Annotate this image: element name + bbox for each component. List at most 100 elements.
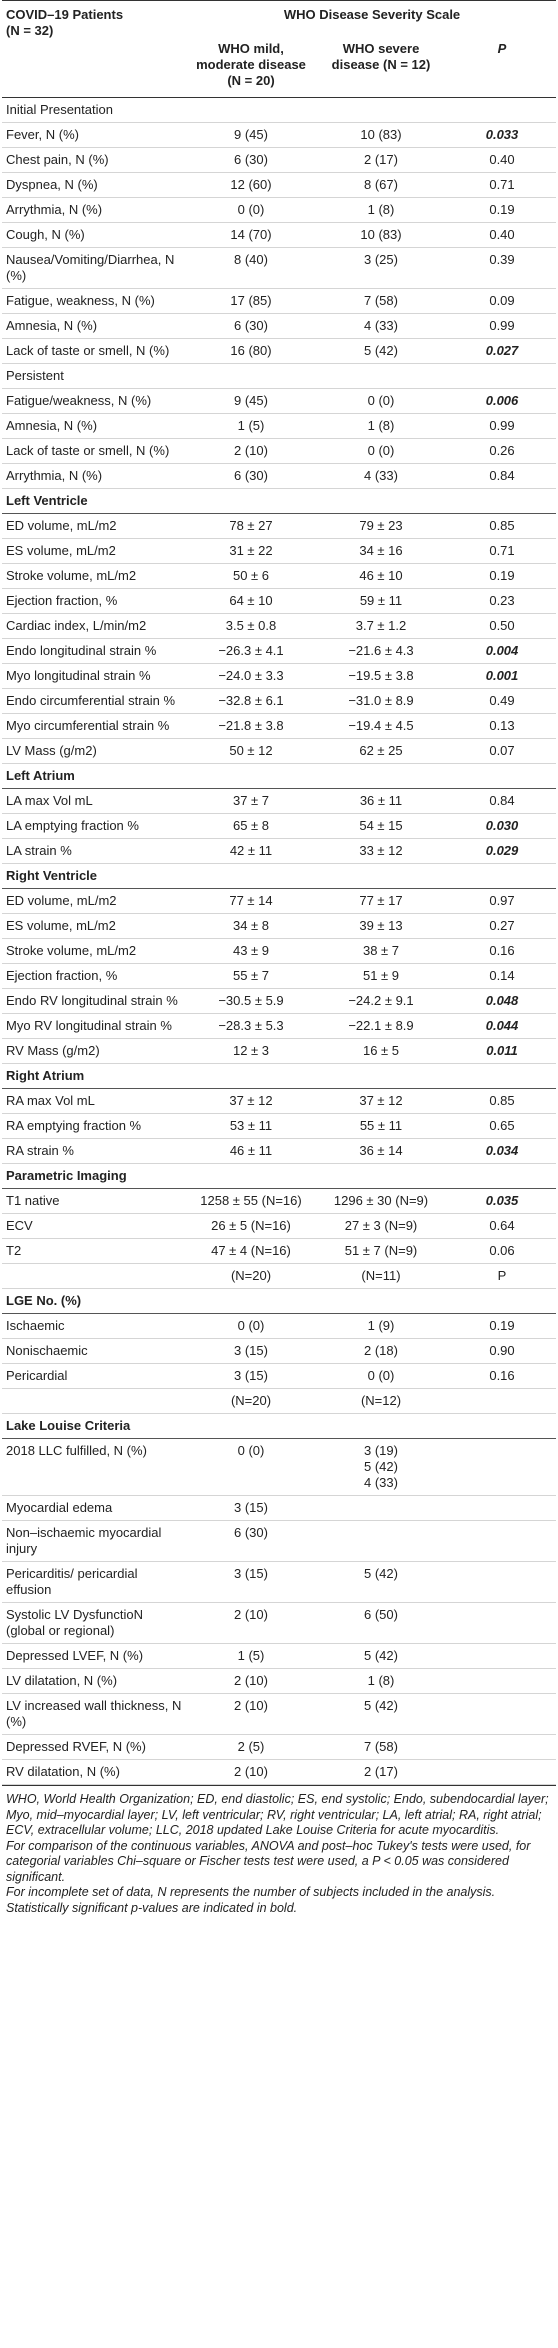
- cell: 2 (17): [314, 1759, 448, 1785]
- cell: 38 ± 7: [314, 938, 448, 964]
- section-row: Initial Presentation: [2, 97, 557, 123]
- table-row: Chest pain, N (%) 6 (30) 2 (17) 0.40: [2, 147, 557, 173]
- cell: 2 (18): [314, 1338, 448, 1364]
- cell: −19.5 ± 3.8: [314, 663, 448, 689]
- table-row: ED volume, mL/m2 78 ± 27 79 ± 23 0.85: [2, 513, 557, 539]
- cell: 65 ± 8: [188, 813, 314, 839]
- cell: 55 ± 7: [188, 963, 314, 989]
- cell: 0.030: [448, 813, 557, 839]
- cell: 78 ± 27: [188, 513, 314, 539]
- cell: 43 ± 9: [188, 938, 314, 964]
- row-label: LV increased wall thickness, N (%): [2, 1693, 188, 1735]
- cell: [448, 1388, 557, 1414]
- section-title: Left Ventricle: [2, 488, 557, 514]
- cell: 6 (30): [188, 313, 314, 339]
- cell: 0.19: [448, 1313, 557, 1339]
- cell: 0.19: [448, 197, 557, 223]
- row-label: LV dilatation, N (%): [2, 1668, 188, 1694]
- table-row: 2018 LLC fulfilled, N (%) 0 (0) 3 (19) 5 (…: [2, 1438, 557, 1496]
- row-label: Lack of taste or smell, N (%): [2, 338, 188, 364]
- row-label: Systolic LV DysfunctioN (global or regio…: [2, 1602, 188, 1644]
- cell: 0.048: [448, 988, 557, 1014]
- row-label: LA strain %: [2, 838, 188, 864]
- cell: 0.004: [448, 638, 557, 664]
- row-label: Non–ischaemic myocardial injury: [2, 1520, 188, 1562]
- footnotes: WHO, World Health Organization; ED, end …: [2, 1785, 556, 1916]
- cell: 0.84: [448, 788, 557, 814]
- table-row: Endo circumferential strain % −32.8 ± 6.1…: [2, 688, 557, 714]
- cell: 0.06: [448, 1238, 557, 1264]
- cell: 0.85: [448, 513, 557, 539]
- section-title: Parametric Imaging: [2, 1163, 557, 1189]
- cell: [448, 1561, 557, 1603]
- table-row: LA strain % 42 ± 11 33 ± 12 0.029: [2, 838, 557, 864]
- footnote: For comparison of the continuous variabl…: [6, 1838, 531, 1884]
- cell: 36 ± 11: [314, 788, 448, 814]
- table-row: Fatigue, weakness, N (%) 17 (85) 7 (58) 0.0…: [2, 288, 557, 314]
- footnote: WHO, World Health Organization; ED, end …: [6, 1792, 549, 1837]
- table-row: Nausea/Vomiting/Diarrhea, N (%) 8 (40) 3 (…: [2, 247, 557, 289]
- table-row: LA max Vol mL 37 ± 7 36 ± 11 0.84: [2, 788, 557, 814]
- row-label: Pericarditis/ pericardial effusion: [2, 1561, 188, 1603]
- cell: 0.71: [448, 172, 557, 198]
- row-label: [2, 1263, 188, 1289]
- cell: [448, 1520, 557, 1562]
- cell: 46 ± 10: [314, 563, 448, 589]
- cell: 51 ± 7 (N=9): [314, 1238, 448, 1264]
- data-table: COVID–19 Patients (N = 32) WHO Disease S…: [2, 0, 557, 1785]
- table-row: Dyspnea, N (%) 12 (60) 8 (67) 0.71: [2, 172, 557, 198]
- cell: 6 (50): [314, 1602, 448, 1644]
- cell: 0.09: [448, 288, 557, 314]
- section-row: Persistent: [2, 363, 557, 389]
- row-label: Arrythmia, N (%): [2, 197, 188, 223]
- section-row: Right Ventricle: [2, 863, 557, 889]
- cell: 5 (42): [314, 1693, 448, 1735]
- cell: 31 ± 22: [188, 538, 314, 564]
- row-label: T2: [2, 1238, 188, 1264]
- cell: 0.044: [448, 1013, 557, 1039]
- table-row: ED volume, mL/m2 77 ± 14 77 ± 17 0.97: [2, 888, 557, 914]
- header-cell: COVID–19 Patients (N = 32): [2, 0, 188, 98]
- table-row: Myo circumferential strain % −21.8 ± 3.8−…: [2, 713, 557, 739]
- cell: 0.006: [448, 388, 557, 414]
- cell: 0.19: [448, 563, 557, 589]
- footnote: For incomplete set of data, N represents…: [6, 1885, 496, 1899]
- table-row: T1 native 1258 ± 55 (N=16) 1296 ± 30 (N=9)…: [2, 1188, 557, 1214]
- cell: 0.16: [448, 938, 557, 964]
- cell: 7 (58): [314, 288, 448, 314]
- cell: 0.65: [448, 1113, 557, 1139]
- column-header: P: [448, 35, 557, 98]
- section-title: Left Atrium: [2, 763, 557, 789]
- table-row: Cardiac index, L/min/m2 3.5 ± 0.8 3.7 ± 1.…: [2, 613, 557, 639]
- table-row: Depressed LVEF, N (%) 1 (5) 5 (42): [2, 1643, 557, 1669]
- row-label: Arrythmia, N (%): [2, 463, 188, 489]
- column-header: WHO mild, moderate disease (N = 20): [188, 35, 314, 98]
- cell: 51 ± 9: [314, 963, 448, 989]
- cell: 59 ± 11: [314, 588, 448, 614]
- row-label: Myocardial edema: [2, 1495, 188, 1521]
- cell: −30.5 ± 5.9: [188, 988, 314, 1014]
- cell: −32.8 ± 6.1: [188, 688, 314, 714]
- table-row: Amnesia, N (%) 1 (5) 1 (8) 0.99: [2, 413, 557, 439]
- cell: [448, 1759, 557, 1785]
- row-label: Lack of taste or smell, N (%): [2, 438, 188, 464]
- row-label: RV Mass (g/m2): [2, 1038, 188, 1064]
- cell: 6 (30): [188, 463, 314, 489]
- cell: 8 (67): [314, 172, 448, 198]
- cell: 26 ± 5 (N=16): [188, 1213, 314, 1239]
- cell: 2 (17): [314, 147, 448, 173]
- cell: 7 (58): [314, 1734, 448, 1760]
- cell: 77 ± 17: [314, 888, 448, 914]
- table-row: Ischaemic 0 (0) 1 (9) 0.19: [2, 1313, 557, 1339]
- section-row: Left Atrium: [2, 763, 557, 789]
- row-label: ES volume, mL/m2: [2, 538, 188, 564]
- group-header: WHO Disease Severity Scale: [283, 7, 461, 22]
- cell: 34 ± 16: [314, 538, 448, 564]
- row-label: Chest pain, N (%): [2, 147, 188, 173]
- table-row: (N=20) (N=12): [2, 1388, 557, 1414]
- cell: 8 (40): [188, 247, 314, 289]
- table-row: LV dilatation, N (%) 2 (10) 1 (8): [2, 1668, 557, 1694]
- cell: 0.033: [448, 122, 557, 148]
